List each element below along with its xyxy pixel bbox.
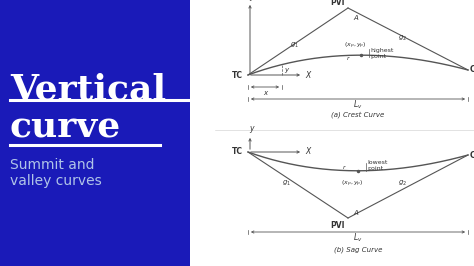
Text: PVI: PVI [331, 0, 345, 7]
Text: Vertical: Vertical [10, 72, 166, 106]
Text: CT: CT [470, 151, 474, 160]
Text: $g_1$: $g_1$ [282, 178, 291, 188]
Text: Summit and: Summit and [10, 158, 94, 172]
Text: $L_v$: $L_v$ [353, 99, 363, 111]
Text: y: y [249, 0, 254, 1]
Text: TC: TC [232, 148, 243, 156]
Text: $g_2$: $g_2$ [398, 34, 407, 43]
Text: CT: CT [470, 65, 474, 74]
Text: x: x [263, 90, 267, 96]
Text: curve: curve [10, 110, 121, 144]
Text: $L_v$: $L_v$ [353, 232, 363, 244]
Text: (b) Sag Curve: (b) Sag Curve [334, 247, 382, 253]
Text: TC: TC [232, 70, 243, 80]
Text: X: X [305, 70, 310, 80]
Text: A: A [353, 210, 358, 216]
Text: valley curves: valley curves [10, 174, 102, 188]
Text: A: A [353, 15, 358, 21]
Text: lowest
point: lowest point [368, 160, 388, 171]
Text: r: r [347, 56, 349, 61]
Text: r: r [343, 165, 346, 170]
Text: (a) Crest Curve: (a) Crest Curve [331, 112, 384, 118]
Text: $(x_p, y_p)$: $(x_p, y_p)$ [345, 41, 367, 51]
Text: $g_1$: $g_1$ [290, 40, 299, 49]
Polygon shape [0, 0, 215, 266]
Bar [190, 0, 474, 266]
Text: $g_2$: $g_2$ [398, 178, 407, 188]
Text: y: y [284, 67, 288, 73]
Text: y: y [249, 124, 254, 133]
Text: PVI: PVI [331, 222, 345, 231]
Text: X: X [305, 148, 310, 156]
Text: highest
point: highest point [371, 48, 394, 59]
Text: $(x_p, y_p)$: $(x_p, y_p)$ [341, 179, 364, 189]
